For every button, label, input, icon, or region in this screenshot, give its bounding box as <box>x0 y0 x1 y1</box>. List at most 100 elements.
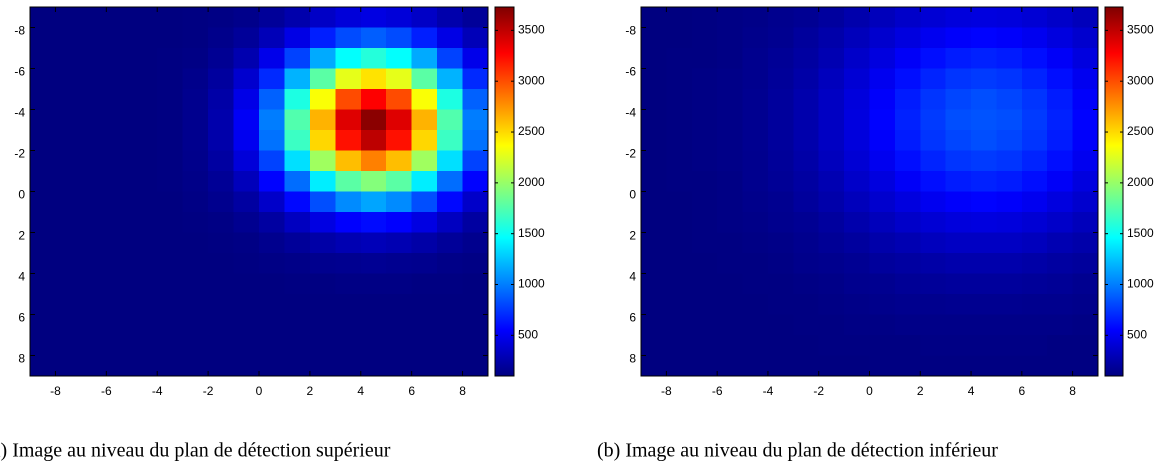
heat-cell <box>971 273 998 295</box>
heat-cell <box>844 109 871 131</box>
heat-cell <box>742 253 769 275</box>
heat-cell <box>233 355 260 377</box>
heat-cell <box>106 314 133 336</box>
heat-cell <box>869 68 896 90</box>
heat-cell <box>182 232 209 254</box>
heat-cell <box>437 109 464 131</box>
heat-cell <box>717 335 744 357</box>
heat-cell <box>106 273 133 295</box>
heat-cell <box>818 212 845 234</box>
heat-cell <box>996 68 1023 90</box>
heat-cell <box>767 48 794 70</box>
heat-cell <box>360 89 387 111</box>
heat-cell <box>437 294 464 316</box>
heat-cell <box>208 191 235 213</box>
heat-cell <box>386 253 413 275</box>
heat-cell <box>894 27 921 49</box>
heat-cell <box>920 314 947 336</box>
heat-cell <box>30 335 57 357</box>
heat-cell <box>386 294 413 316</box>
heat-cell <box>717 68 744 90</box>
heat-cell <box>386 130 413 152</box>
heat-cell <box>462 109 489 131</box>
heat-cell <box>437 7 464 29</box>
heat-cell <box>945 68 972 90</box>
heat-cell <box>259 48 286 70</box>
heat-cell <box>284 355 311 377</box>
heat-cell <box>335 27 362 49</box>
heat-cell <box>131 27 158 49</box>
heat-cell <box>996 212 1023 234</box>
heat-cell <box>55 232 82 254</box>
heat-cell <box>996 355 1023 377</box>
heat-cell <box>920 27 947 49</box>
heat-cell <box>666 150 693 172</box>
heat-cell <box>1047 130 1074 152</box>
heat-cell <box>1047 335 1074 357</box>
heat-cell <box>157 109 184 131</box>
heat-cell <box>641 355 667 377</box>
heat-cell <box>309 212 336 234</box>
heat-cell <box>1072 273 1099 295</box>
colorbar-tick-label: 1000 <box>518 277 545 291</box>
heat-cell <box>80 89 107 111</box>
heat-cell <box>666 27 693 49</box>
heat-cell <box>717 294 744 316</box>
heat-cell <box>80 355 107 377</box>
heat-cell <box>641 171 667 193</box>
heat-cell <box>894 109 921 131</box>
heat-cell <box>717 109 744 131</box>
heat-cell <box>894 7 921 29</box>
heat-cell <box>309 27 336 49</box>
heat-cell <box>717 253 744 275</box>
heat-cell <box>55 212 82 234</box>
heat-cell <box>1021 130 1048 152</box>
colorbar-tick-label: 2500 <box>1127 124 1154 138</box>
heat-cell <box>996 335 1023 357</box>
heat-cell <box>894 314 921 336</box>
heat-cell <box>844 253 871 275</box>
heat-cell <box>1072 191 1099 213</box>
heat-cell <box>666 48 693 70</box>
x-tick-label: -6 <box>712 384 723 398</box>
heat-cell <box>131 89 158 111</box>
heat-cell <box>1047 109 1074 131</box>
heat-cell <box>844 150 871 172</box>
heat-cell <box>182 212 209 234</box>
heat-cell <box>335 48 362 70</box>
heat-cell <box>1047 355 1074 377</box>
heat-cell <box>30 150 57 172</box>
heat-cell <box>106 191 133 213</box>
heat-cell <box>869 355 896 377</box>
heat-cell <box>1021 27 1048 49</box>
heat-cell <box>157 171 184 193</box>
heat-cell <box>818 7 845 29</box>
heat-cell <box>869 89 896 111</box>
heat-cell <box>844 335 871 357</box>
heat-cell <box>437 171 464 193</box>
heat-cell <box>386 68 413 90</box>
heat-cell <box>208 232 235 254</box>
heat-cell <box>996 273 1023 295</box>
heat-cell <box>259 212 286 234</box>
heat-cell <box>335 335 362 357</box>
heat-cell <box>1072 294 1099 316</box>
heat-cell <box>920 273 947 295</box>
heat-cell <box>641 335 667 357</box>
heat-cell <box>717 232 744 254</box>
heat-cell <box>182 253 209 275</box>
heat-cell <box>818 89 845 111</box>
heat-cell <box>80 314 107 336</box>
heat-cell <box>462 48 489 70</box>
heat-cell <box>844 273 871 295</box>
heat-cell <box>335 171 362 193</box>
heat-cell <box>309 7 336 29</box>
heat-cell <box>742 89 769 111</box>
heat-cell <box>233 212 260 234</box>
heat-cell <box>182 355 209 377</box>
heat-cell <box>818 150 845 172</box>
heat-cell <box>894 191 921 213</box>
heat-cell <box>717 130 744 152</box>
heat-cell <box>386 335 413 357</box>
x-tick-label: 2 <box>307 384 314 398</box>
